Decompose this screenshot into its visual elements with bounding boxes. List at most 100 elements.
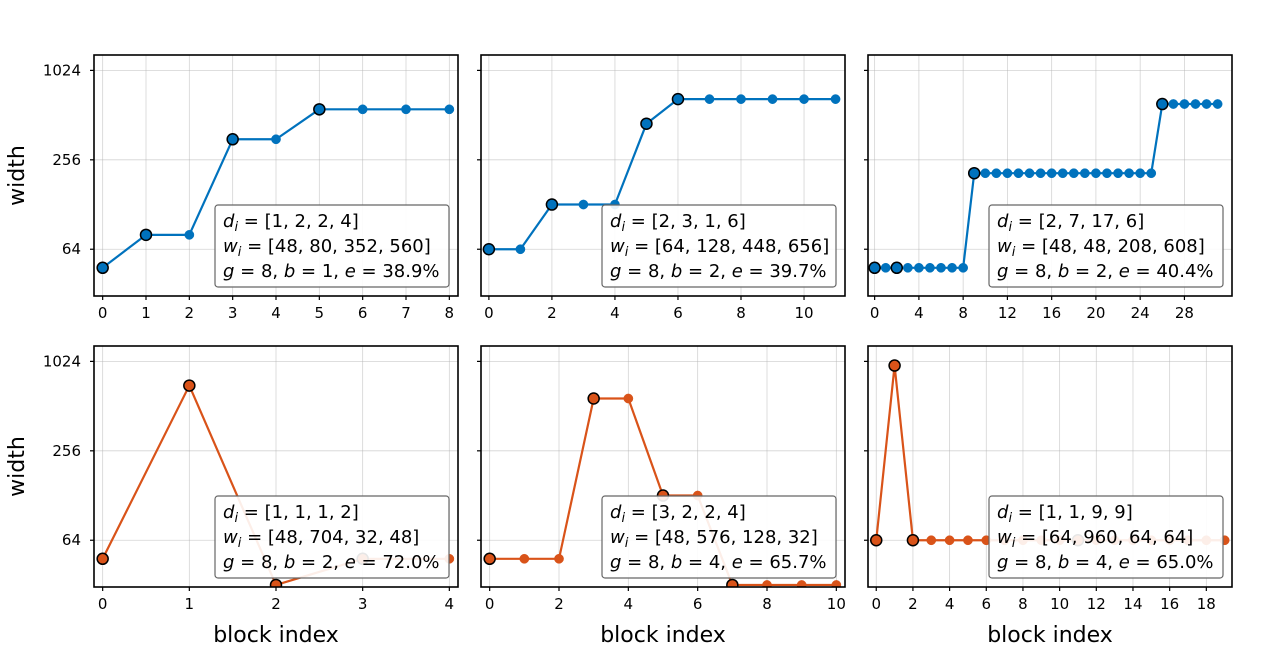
stage-start-point bbox=[313, 103, 326, 116]
data-point bbox=[1080, 168, 1090, 179]
stage-start-point bbox=[967, 166, 981, 180]
data-point bbox=[958, 262, 968, 273]
data-point bbox=[1135, 168, 1146, 179]
x-tick-label: 3 bbox=[358, 595, 368, 613]
x-tick-label: 8 bbox=[736, 304, 746, 322]
stage-start-point bbox=[671, 92, 685, 106]
legend-box bbox=[214, 204, 450, 288]
x-tick-label: 6 bbox=[358, 304, 368, 322]
data-point bbox=[1102, 168, 1112, 179]
data-point bbox=[1212, 99, 1223, 109]
data-point bbox=[947, 262, 957, 273]
x-tick-label: 20 bbox=[1086, 304, 1105, 322]
x-tick-label: 0 bbox=[870, 304, 880, 322]
stage-start-point bbox=[726, 578, 739, 587]
x-tick-label: 1 bbox=[185, 595, 195, 613]
x-tick-label: 10 bbox=[827, 595, 846, 613]
series-group bbox=[482, 92, 841, 256]
x-tick-label: 2 bbox=[554, 595, 564, 613]
axes-frame bbox=[480, 345, 846, 588]
legend: di = [3, 2, 2, 4]wi = [48, 576, 128, 32]… bbox=[601, 495, 837, 579]
data-point bbox=[1013, 168, 1024, 179]
series-group bbox=[868, 97, 1223, 275]
data-point bbox=[704, 94, 715, 104]
legend-line: wi = [48, 576, 128, 32] bbox=[610, 527, 818, 551]
x-tick-label: 16 bbox=[1042, 304, 1061, 322]
stage-start-point bbox=[868, 261, 881, 275]
legend-box bbox=[214, 495, 450, 579]
legend-line: wi = [48, 80, 352, 560] bbox=[223, 236, 431, 260]
x-tick-label: 6 bbox=[982, 595, 992, 613]
legend-box bbox=[601, 204, 837, 288]
series-group bbox=[96, 103, 455, 275]
y-axis-title: width bbox=[5, 145, 30, 206]
data-point bbox=[519, 553, 530, 564]
y-tick-label: 1024 bbox=[43, 61, 81, 79]
data-point bbox=[1201, 99, 1212, 109]
x-axis-title: block index bbox=[213, 623, 339, 648]
data-point bbox=[926, 535, 937, 546]
legend-line: g = 8, b = 4, e = 65.7% bbox=[610, 552, 827, 573]
x-tick-label: 4 bbox=[271, 304, 281, 322]
legend-line: di = [1, 2, 2, 4] bbox=[223, 211, 359, 235]
series-line bbox=[488, 98, 836, 251]
data-point bbox=[831, 580, 842, 587]
legend-box bbox=[988, 204, 1224, 288]
legend-line: wi = [48, 48, 208, 608] bbox=[997, 236, 1205, 260]
subplot-2: 0 2 4 6 8 10 di = [2, 3, 1, 6]wi = [64, 128, 4… bbox=[477, 54, 846, 322]
stage-start-point bbox=[640, 117, 653, 130]
data-point bbox=[271, 134, 281, 145]
data-point bbox=[1002, 168, 1013, 179]
legend-line: di = [2, 3, 1, 6] bbox=[610, 211, 746, 235]
data-point bbox=[980, 168, 991, 179]
data-point bbox=[1179, 99, 1190, 109]
legend-box bbox=[988, 495, 1224, 579]
x-tick-label: 16 bbox=[1160, 595, 1179, 613]
data-point bbox=[1091, 168, 1101, 179]
stage-start-point bbox=[482, 242, 496, 256]
axes-frame bbox=[480, 54, 846, 297]
data-point bbox=[880, 262, 891, 273]
x-tick-label: 6 bbox=[673, 304, 683, 322]
data-point bbox=[902, 262, 913, 273]
y-tick-label: 64 bbox=[62, 240, 81, 258]
x-tick-label: 0 bbox=[484, 304, 494, 322]
legend-box bbox=[601, 495, 837, 579]
data-point bbox=[1057, 168, 1068, 179]
axes-frame bbox=[867, 345, 1233, 588]
x-tick-label: 0 bbox=[871, 595, 881, 613]
y-tick-label: 64 bbox=[62, 531, 81, 549]
data-point bbox=[1190, 99, 1201, 109]
x-tick-label: 5 bbox=[315, 304, 325, 322]
stage-start-point bbox=[587, 392, 600, 405]
y-tick-label: 256 bbox=[52, 442, 81, 460]
legend-line: wi = [64, 960, 64, 64] bbox=[997, 527, 1193, 551]
subplot-5: 0 2 4 6 8 10 block index di = [3, 2, 2, 4]wi = … bbox=[477, 345, 846, 648]
y-tick-label: 1024 bbox=[43, 352, 81, 370]
x-tick-label: 14 bbox=[1123, 595, 1142, 613]
x-tick-label: 3 bbox=[228, 304, 238, 322]
stage-start-point bbox=[483, 552, 496, 566]
data-point bbox=[357, 104, 368, 115]
x-tick-label: 0 bbox=[98, 304, 108, 322]
data-point bbox=[1168, 99, 1179, 109]
legend: di = [2, 7, 17, 6]wi = [48, 48, 208, 608… bbox=[988, 204, 1224, 288]
data-point bbox=[1024, 168, 1035, 179]
data-point bbox=[767, 94, 778, 104]
x-tick-label: 4 bbox=[914, 304, 924, 322]
data-point bbox=[515, 244, 526, 255]
data-point bbox=[991, 168, 1002, 179]
x-tick-label: 4 bbox=[445, 595, 455, 613]
x-tick-label: 12 bbox=[998, 304, 1017, 322]
subplot-4: 0 1 2 3 4 64 256 1024 width block index di = [1, 1… bbox=[5, 345, 459, 648]
y-tick-label: 256 bbox=[52, 151, 81, 169]
stage-start-point bbox=[870, 533, 883, 547]
axes-frame bbox=[867, 54, 1233, 297]
legend-line: g = 8, b = 2, e = 40.4% bbox=[997, 261, 1214, 282]
x-tick-label: 10 bbox=[794, 304, 813, 322]
legend: di = [1, 1, 9, 9]wi = [64, 960, 64, 64]g… bbox=[988, 495, 1224, 579]
data-point bbox=[578, 199, 589, 210]
x-tick-label: 10 bbox=[1050, 595, 1069, 613]
data-point bbox=[762, 580, 772, 587]
